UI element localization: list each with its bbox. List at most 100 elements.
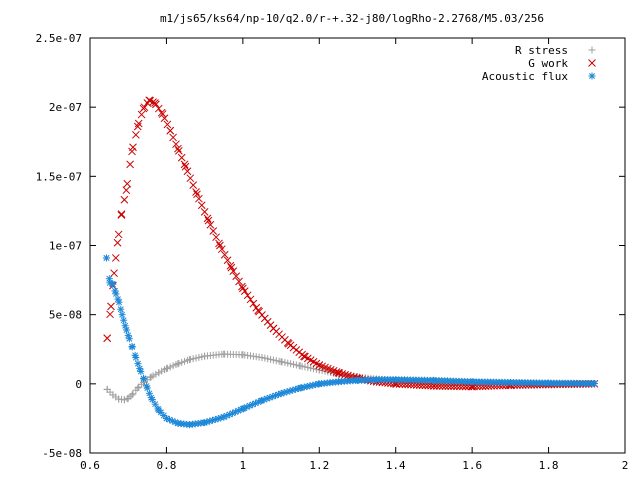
marker-stroke — [146, 390, 153, 397]
marker-stroke — [117, 306, 124, 313]
marker-stroke — [172, 419, 179, 426]
marker-stroke — [106, 310, 114, 319]
dense-point — [134, 360, 142, 368]
dense-point — [281, 359, 289, 367]
dense-point — [295, 362, 303, 370]
dense-point — [111, 287, 119, 295]
dense-point — [120, 316, 128, 324]
marker-stroke — [226, 261, 235, 270]
marker-stroke — [249, 299, 258, 308]
marker-stroke — [132, 130, 140, 139]
dense-point — [175, 359, 183, 367]
marker-stroke — [123, 179, 132, 188]
marker-stroke — [174, 147, 183, 155]
dense-point — [332, 368, 341, 376]
x-tick-label: 2 — [622, 459, 629, 472]
marker-stroke — [157, 108, 166, 117]
marker-stroke — [113, 238, 122, 247]
dense-point — [160, 412, 168, 420]
dense-point — [145, 389, 153, 397]
plot-series — [102, 96, 599, 429]
dense-point — [172, 361, 180, 369]
dense-point — [178, 358, 186, 366]
marker-stroke — [140, 375, 147, 382]
marker-stroke — [122, 322, 129, 329]
marker-stroke — [181, 162, 190, 171]
dense-point — [134, 119, 143, 128]
marker-stroke — [324, 364, 332, 373]
dense-point — [152, 100, 160, 109]
marker-stroke — [172, 140, 180, 149]
marker-stroke — [109, 280, 116, 287]
dense-point — [132, 386, 140, 394]
dense-point — [117, 210, 126, 218]
dense-point — [114, 295, 122, 303]
dense-point — [174, 147, 183, 155]
dense-point — [335, 369, 344, 377]
legend-marker-acoustic-flux — [588, 72, 596, 80]
dense-point — [240, 287, 249, 296]
marker-stroke — [303, 354, 312, 363]
dense-point — [301, 363, 309, 371]
dense-point — [163, 364, 171, 372]
dense-point — [287, 360, 295, 368]
legend-marker-r-stress — [588, 46, 596, 54]
marker-stroke — [117, 211, 126, 219]
dense-point — [226, 410, 234, 418]
marker-stroke — [106, 275, 113, 282]
dense-point — [137, 110, 146, 119]
marker-stroke — [160, 412, 167, 419]
dense-point — [272, 357, 280, 365]
marker-stroke — [120, 195, 129, 204]
dense-point — [198, 353, 206, 361]
legend-label-g-work: G work — [528, 57, 568, 70]
dense-point — [181, 357, 189, 365]
dense-point — [229, 409, 237, 417]
dense-point — [143, 382, 151, 390]
dense-point — [103, 334, 112, 343]
marker-stroke — [301, 352, 309, 361]
marker-stroke — [166, 126, 175, 135]
x-tick-label: 1.2 — [309, 459, 329, 472]
dense-point — [338, 370, 347, 378]
marker-stroke — [123, 326, 130, 333]
marker-stroke — [200, 207, 209, 216]
dense-point — [209, 227, 218, 235]
dense-point — [229, 267, 238, 275]
marker-stroke — [136, 365, 143, 372]
dense-point — [217, 245, 226, 254]
marker-stroke — [590, 380, 597, 387]
marker-stroke — [169, 133, 177, 142]
dense-point — [155, 369, 163, 377]
dense-point — [169, 362, 177, 370]
dense-point — [186, 174, 195, 183]
marker-stroke — [298, 350, 306, 359]
x-tick-label: 0.6 — [80, 459, 100, 472]
data-point — [107, 302, 115, 311]
dense-point — [146, 374, 154, 382]
marker-stroke — [338, 370, 347, 378]
dense-point — [307, 364, 315, 372]
marker-stroke — [192, 188, 200, 196]
marker-stroke — [163, 415, 170, 422]
dense-point — [275, 357, 283, 365]
legend-label-acoustic-flux: Acoustic flux — [482, 70, 568, 83]
dense-point — [215, 239, 223, 248]
dense-point — [197, 201, 206, 210]
dense-point — [152, 370, 160, 378]
dense-point — [303, 382, 311, 390]
marker-stroke — [177, 153, 186, 162]
marker-stroke — [209, 227, 218, 235]
y-tick-label: 2e-07 — [49, 101, 82, 114]
dense-point — [249, 299, 258, 308]
dense-point — [324, 368, 332, 376]
dense-point — [106, 310, 114, 319]
marker-stroke — [326, 365, 335, 374]
chart-title: m1/js65/ks64/np-10/q2.0/r-+.32-j80/logRh… — [160, 12, 544, 25]
marker-stroke — [229, 267, 238, 275]
marker-stroke — [180, 160, 189, 169]
dense-point — [231, 408, 239, 416]
dense-point — [203, 214, 212, 223]
dense-point — [289, 360, 297, 368]
marker-stroke — [318, 362, 327, 371]
